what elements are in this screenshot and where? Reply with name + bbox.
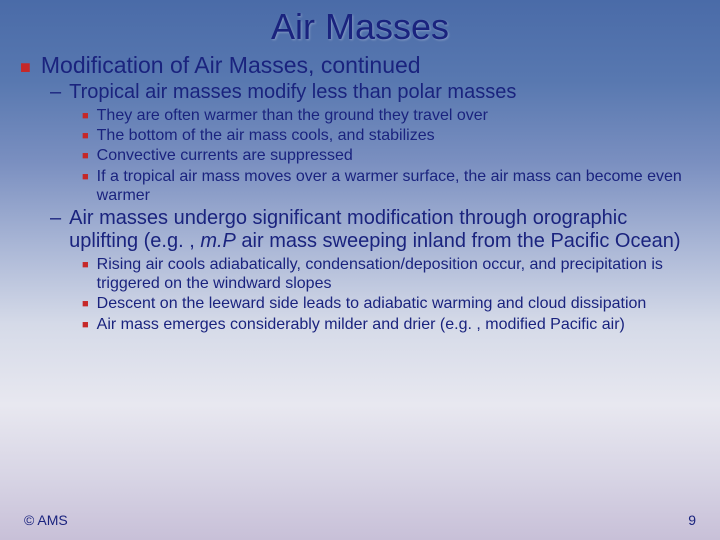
level3-text: The bottom of the air mass cools, and st… <box>97 126 435 145</box>
square-bullet-icon: ■ <box>82 298 89 311</box>
square-bullet-icon: ■ <box>82 110 89 123</box>
level3-text: They are often warmer than the ground th… <box>97 106 488 125</box>
slide-number: 9 <box>688 512 696 528</box>
level3-item: ■ If a tropical air mass moves over a wa… <box>82 167 700 205</box>
square-bullet-icon: ■ <box>82 259 89 272</box>
level3-item: ■ The bottom of the air mass cools, and … <box>82 126 700 145</box>
level2-item: – Air masses undergo significant modific… <box>50 207 700 253</box>
square-bullet-icon: ■ <box>20 57 31 78</box>
square-bullet-icon: ■ <box>82 150 89 163</box>
level3-item: ■ They are often warmer than the ground … <box>82 106 700 125</box>
slide-content: ■ Modification of Air Masses, continued … <box>0 48 720 334</box>
level3-item: ■ Air mass emerges considerably milder a… <box>82 315 700 334</box>
square-bullet-icon: ■ <box>82 171 89 184</box>
level2-item: – Tropical air masses modify less than p… <box>50 81 700 104</box>
level3-text: Convective currents are suppressed <box>97 146 353 165</box>
level1-text: Modification of Air Masses, continued <box>41 52 421 79</box>
dash-bullet-icon: – <box>50 207 61 230</box>
level3-item: ■ Rising air cools adiabatically, conden… <box>82 255 700 293</box>
dash-bullet-icon: – <box>50 81 61 104</box>
square-bullet-icon: ■ <box>82 319 89 332</box>
copyright-text: © AMS <box>24 512 68 528</box>
level3-text: If a tropical air mass moves over a warm… <box>97 167 700 205</box>
level3-item: ■ Convective currents are suppressed <box>82 146 700 165</box>
level3-text: Rising air cools adiabatically, condensa… <box>97 255 700 293</box>
level3-text: Descent on the leeward side leads to adi… <box>97 294 647 313</box>
level3-text: Air mass emerges considerably milder and… <box>97 315 625 334</box>
level2-text: Air masses undergo significant modificat… <box>69 207 700 253</box>
level3-item: ■ Descent on the leeward side leads to a… <box>82 294 700 313</box>
square-bullet-icon: ■ <box>82 130 89 143</box>
level1-item: ■ Modification of Air Masses, continued <box>20 52 700 79</box>
slide-title: Air Masses <box>0 0 720 48</box>
level2-text: Tropical air masses modify less than pol… <box>69 81 516 104</box>
